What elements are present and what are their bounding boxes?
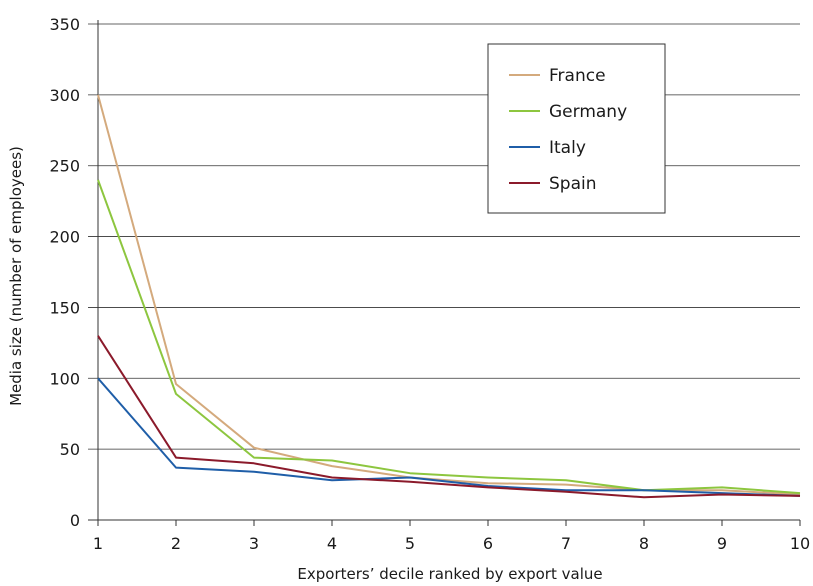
series-line-italy (97, 377, 801, 497)
x-axis-title: Exporters’ decile ranked by export value (297, 565, 602, 583)
x-tick-label: 8 (639, 534, 649, 553)
legend: France Germany Italy Spain (487, 43, 666, 214)
legend-label-france: France (549, 66, 606, 86)
legend-label-spain: Spain (549, 174, 597, 194)
x-tick-label: 2 (171, 534, 181, 553)
y-tick-labels: 0 50 100 150 200 250 300 350 (49, 15, 80, 530)
y-axis-title: Media size (number of employees) (7, 146, 25, 406)
x-tick-label: 5 (405, 534, 415, 553)
series-line-spain (97, 335, 801, 499)
y-tick-label: 200 (49, 228, 80, 247)
series-line-france (97, 94, 801, 496)
series-line-germany (97, 179, 801, 495)
legend-box (487, 43, 666, 214)
legend-items: France Germany Italy Spain (509, 66, 627, 194)
y-tick-label: 150 (49, 298, 80, 317)
x-tick-labels: 1 2 3 4 5 6 7 8 9 10 (93, 534, 810, 553)
y-tick-label: 100 (49, 369, 80, 388)
x-tick-label: 6 (483, 534, 493, 553)
x-tick-label: 10 (790, 534, 810, 553)
x-tick-label: 1 (93, 534, 103, 553)
axes (88, 20, 801, 526)
x-tick-label: 3 (249, 534, 259, 553)
grid-lines (88, 23, 800, 450)
y-tick-label: 250 (49, 157, 80, 176)
x-tick-label: 9 (717, 534, 727, 553)
y-tick-label: 350 (49, 15, 80, 34)
x-tick-label: 7 (561, 534, 571, 553)
series-lines (97, 94, 801, 499)
x-tick-label: 4 (327, 534, 337, 553)
legend-label-italy: Italy (549, 138, 586, 158)
y-tick-label: 300 (49, 86, 80, 105)
legend-label-germany: Germany (549, 102, 627, 122)
y-tick-label: 0 (70, 511, 80, 530)
y-tick-label: 50 (60, 440, 80, 459)
